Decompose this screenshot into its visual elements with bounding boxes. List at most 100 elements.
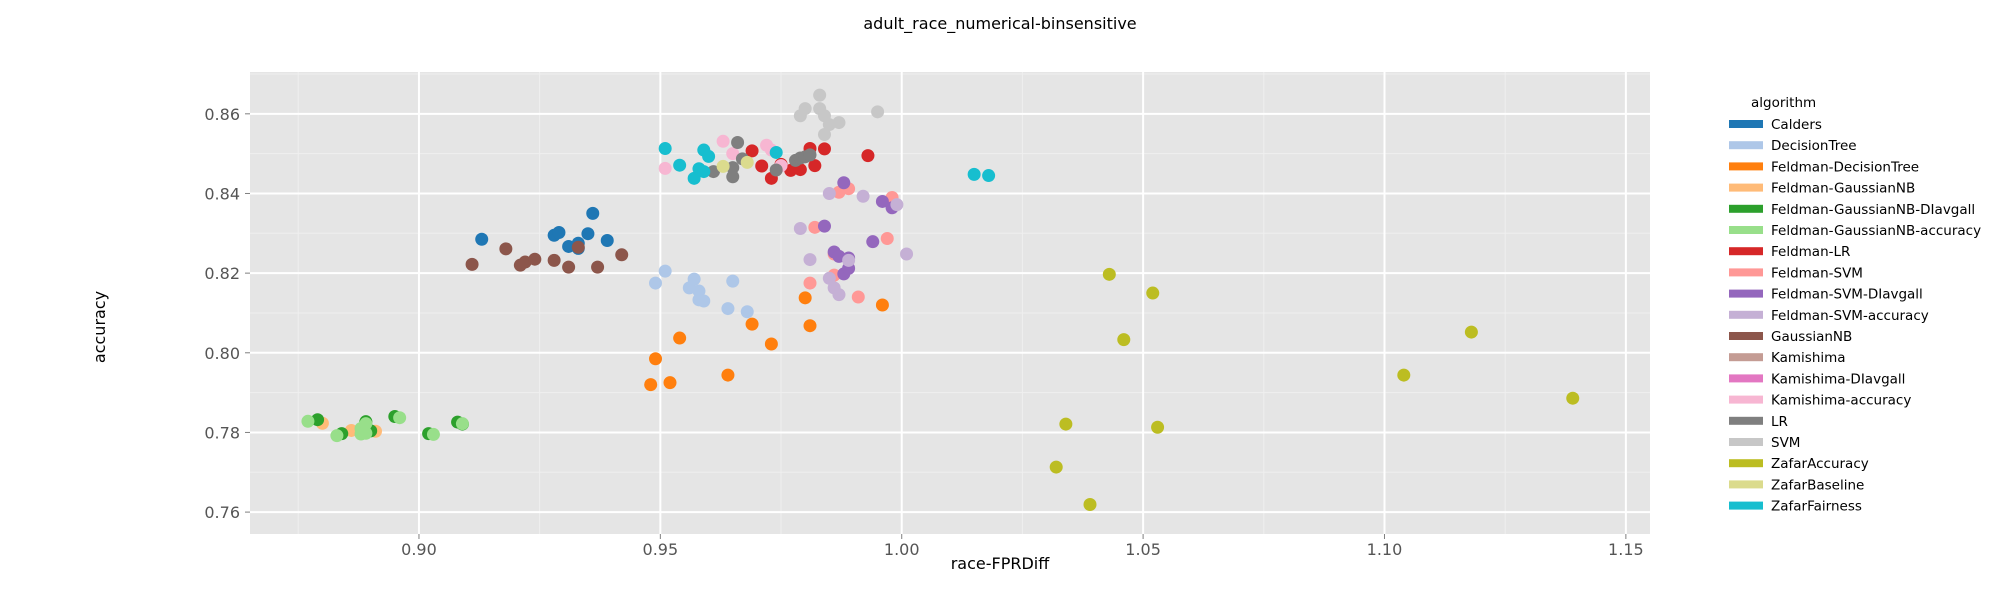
legend-label: Kamishima-DIavgall bbox=[1771, 371, 1905, 387]
legend-swatch bbox=[1729, 501, 1763, 510]
data-point bbox=[798, 102, 812, 116]
legend-swatch bbox=[1729, 162, 1763, 171]
data-point bbox=[769, 163, 783, 177]
data-point bbox=[813, 88, 827, 102]
data-point bbox=[673, 331, 687, 345]
data-point bbox=[803, 319, 817, 333]
data-point bbox=[393, 411, 407, 425]
data-point bbox=[581, 227, 595, 241]
data-point bbox=[726, 274, 740, 288]
legend-label: Feldman-DecisionTree bbox=[1771, 159, 1919, 175]
data-point bbox=[1397, 368, 1411, 382]
data-point bbox=[673, 158, 687, 172]
y-tick-label: 0.76 bbox=[204, 503, 240, 522]
data-point bbox=[745, 144, 759, 158]
data-point bbox=[528, 252, 542, 266]
legend-swatch bbox=[1729, 395, 1763, 404]
legend-label: Feldman-GaussianNB-DIavgall bbox=[1771, 202, 1975, 218]
data-point bbox=[798, 291, 812, 305]
data-point bbox=[330, 429, 344, 443]
data-point bbox=[475, 232, 489, 246]
x-tick-label: 0.95 bbox=[643, 540, 679, 559]
data-point bbox=[1146, 286, 1160, 300]
data-point bbox=[861, 149, 875, 163]
data-point bbox=[900, 247, 914, 261]
data-point bbox=[359, 417, 373, 431]
chart-title: adult_race_numerical-binsensitive bbox=[863, 14, 1136, 34]
data-point bbox=[716, 159, 730, 173]
y-tick-label: 0.82 bbox=[204, 264, 240, 283]
x-tick-label: 0.90 bbox=[401, 540, 437, 559]
y-tick-label: 0.80 bbox=[204, 344, 240, 363]
data-point bbox=[875, 298, 889, 312]
data-point bbox=[702, 149, 716, 163]
data-point bbox=[591, 260, 605, 274]
data-point bbox=[832, 116, 846, 130]
legend-label: Kamishima-accuracy bbox=[1771, 393, 1911, 409]
data-point bbox=[359, 426, 373, 440]
legend-label: DecisionTree bbox=[1771, 138, 1857, 154]
data-point bbox=[1566, 391, 1580, 405]
legend-label: Feldman-SVM-accuracy bbox=[1771, 308, 1929, 324]
legend: algorithm Calders DecisionTree Feldman-Dec… bbox=[1729, 95, 1981, 515]
legend-label: Feldman-GaussianNB-accuracy bbox=[1771, 223, 1981, 239]
data-point bbox=[803, 276, 817, 290]
x-tick-label: 1.05 bbox=[1125, 540, 1161, 559]
y-tick-label: 0.84 bbox=[204, 184, 240, 203]
data-point bbox=[793, 222, 807, 236]
data-point bbox=[649, 352, 663, 366]
data-point bbox=[658, 161, 672, 175]
data-point bbox=[455, 417, 469, 431]
data-point bbox=[649, 276, 663, 290]
plot-area bbox=[250, 72, 1650, 534]
x-tick-label: 1.15 bbox=[1608, 540, 1644, 559]
data-point bbox=[721, 368, 735, 382]
data-point bbox=[562, 260, 576, 274]
legend-swatch bbox=[1729, 268, 1763, 277]
data-point bbox=[803, 253, 817, 267]
legend-swatch bbox=[1729, 332, 1763, 340]
x-axis-title: race-FPRDiff bbox=[951, 554, 1051, 573]
x-tick-label: 1.10 bbox=[1367, 540, 1403, 559]
data-point bbox=[697, 165, 711, 179]
data-point bbox=[687, 272, 701, 286]
data-point bbox=[1083, 498, 1097, 512]
data-point bbox=[890, 198, 904, 212]
data-point bbox=[875, 194, 889, 208]
legend-swatch bbox=[1729, 247, 1763, 256]
data-point bbox=[1059, 417, 1073, 431]
grid bbox=[250, 72, 1650, 534]
data-point bbox=[784, 163, 798, 177]
legend-swatch bbox=[1729, 183, 1763, 192]
data-point bbox=[822, 118, 836, 132]
legend-swatch bbox=[1729, 353, 1763, 362]
legend-label: ZafarAccuracy bbox=[1771, 456, 1869, 472]
data-point bbox=[871, 105, 885, 119]
legend-swatch bbox=[1729, 374, 1763, 383]
data-point bbox=[880, 231, 894, 245]
legend-label: Kamishima bbox=[1771, 350, 1846, 366]
data-point bbox=[311, 413, 325, 427]
data-point bbox=[615, 248, 629, 262]
data-point bbox=[769, 145, 783, 159]
data-point bbox=[697, 294, 711, 308]
data-point bbox=[822, 186, 836, 200]
data-point bbox=[856, 189, 870, 203]
data-point bbox=[658, 141, 672, 155]
data-point bbox=[817, 219, 831, 233]
data-point bbox=[658, 264, 672, 278]
data-point bbox=[644, 378, 658, 392]
data-point bbox=[842, 253, 856, 267]
y-axis: 0.76 0.78 0.80 0.82 0.84 0.86 bbox=[204, 105, 250, 522]
data-point bbox=[832, 288, 846, 302]
y-tick-label: 0.86 bbox=[204, 105, 240, 124]
legend-swatch bbox=[1729, 416, 1763, 425]
data-point bbox=[817, 128, 831, 142]
legend-label: LR bbox=[1771, 414, 1788, 430]
data-point bbox=[731, 135, 745, 149]
legend-swatch bbox=[1729, 438, 1763, 446]
legend-swatch bbox=[1729, 480, 1763, 489]
data-point bbox=[716, 134, 730, 148]
legend-label: ZafarFairness bbox=[1771, 499, 1862, 515]
